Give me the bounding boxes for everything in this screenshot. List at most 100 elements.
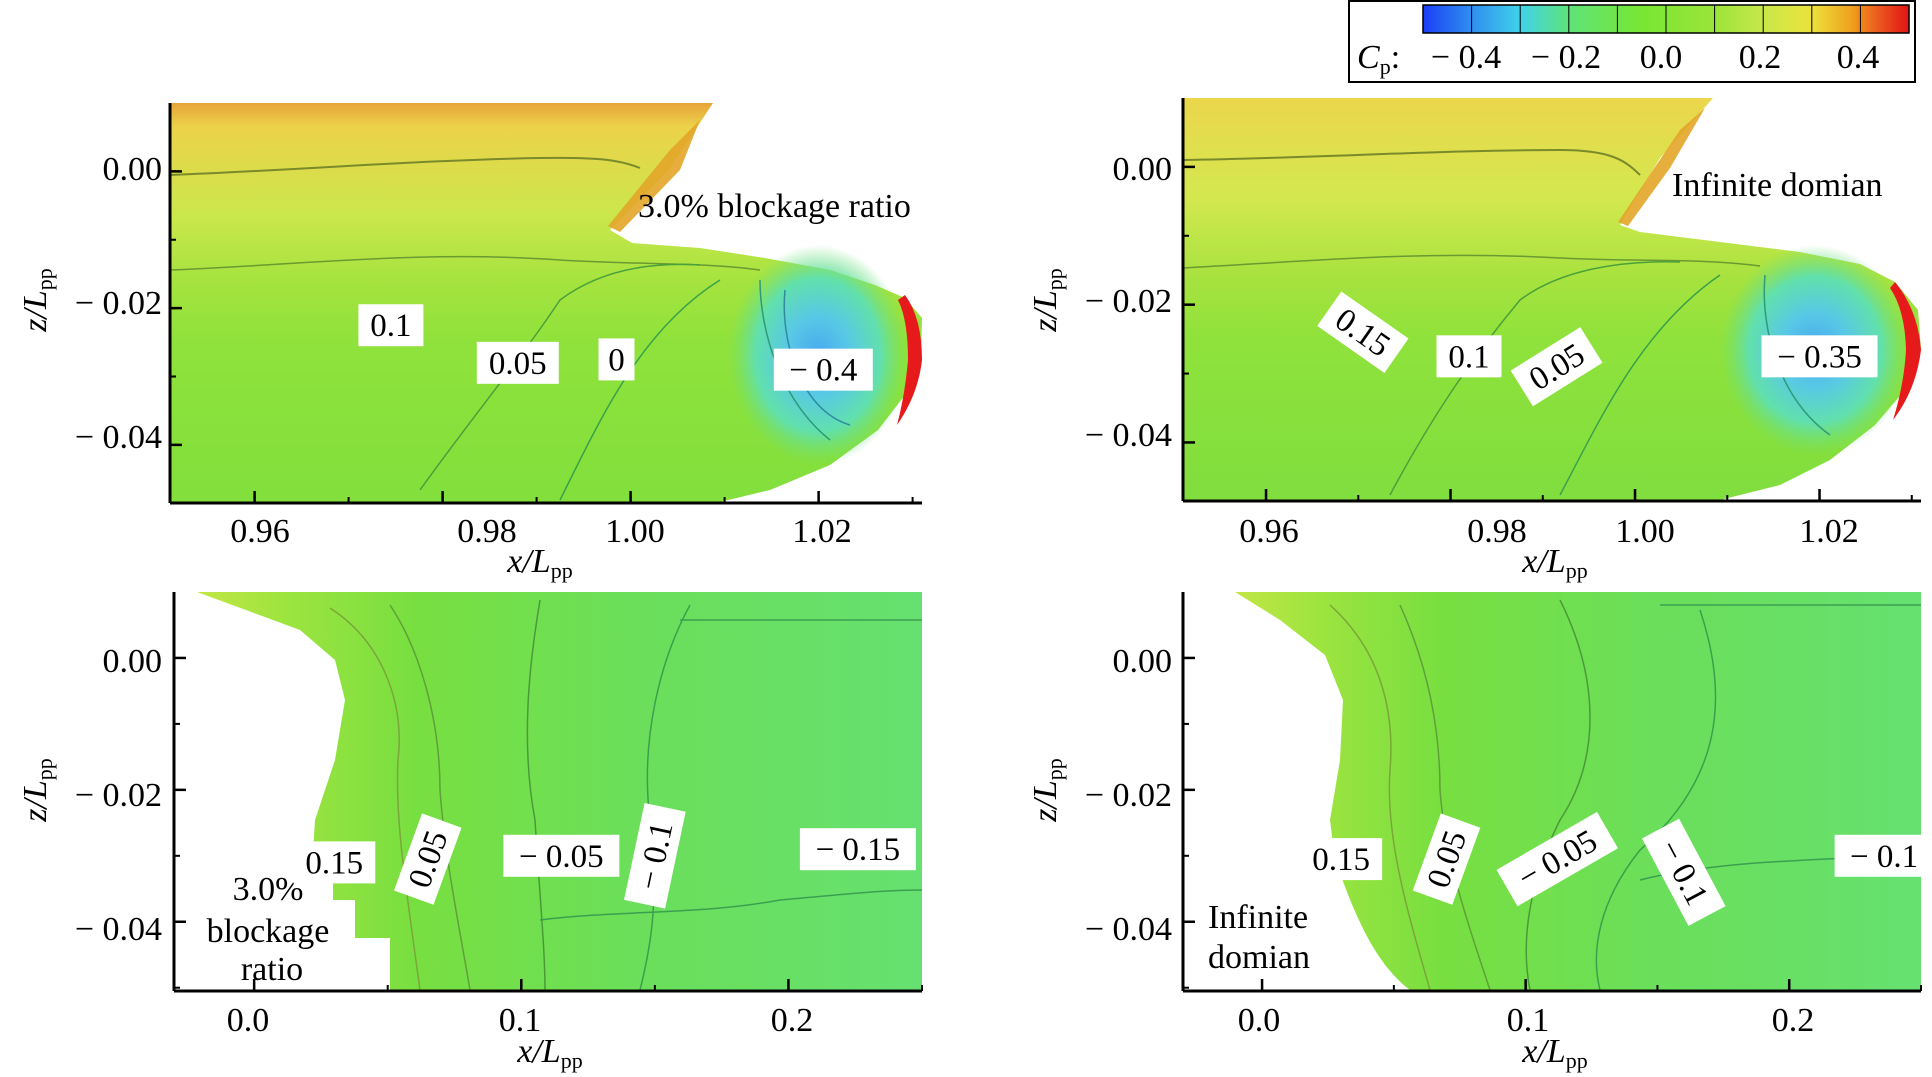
- panel-bottom-right: 0.0 0.1 0.2 0.00 − 0.02 − 0.04 x/Lpp z/L…: [1027, 592, 1932, 1073]
- contour-label-box: [1510, 327, 1603, 407]
- x-tick-label: 1.02: [792, 513, 852, 550]
- contour-label: − 0.4: [773, 348, 873, 391]
- colorbar-tick: − 0.2: [1531, 39, 1601, 76]
- contour-label-box: [1642, 818, 1726, 926]
- y-tick-label: − 0.04: [75, 911, 162, 948]
- panel-top-right: 0.96 0.98 1.00 1.02 0.00 − 0.02 − 0.04 x…: [1027, 98, 1921, 583]
- y-tick-label: 0.00: [1113, 151, 1173, 188]
- x-tick-label: 0.0: [227, 1002, 270, 1039]
- x-tick-label: 1.02: [1799, 513, 1859, 550]
- contour-label-text: 0.1: [370, 308, 411, 344]
- y-tick-label: 0.00: [1113, 643, 1173, 680]
- contour-label: 0.05: [476, 341, 559, 384]
- contour-label: 0.1: [358, 304, 424, 347]
- contour-label: 0.1: [1436, 335, 1502, 378]
- contour-label-box: [1761, 335, 1878, 378]
- contour-label: 0.15: [293, 841, 376, 884]
- contour-label: − 0.1: [1834, 834, 1932, 877]
- contour-label: − 0.35: [1761, 335, 1878, 378]
- contour-label-box: [1412, 813, 1481, 905]
- y-tick-label: − 0.04: [1085, 417, 1172, 454]
- x-tick-label: 0.98: [1467, 513, 1527, 550]
- contour-label-text: 0.1: [1448, 339, 1489, 375]
- contour-label-box: [293, 841, 376, 884]
- y-tick-label: − 0.02: [75, 777, 162, 814]
- contour-line: [1525, 599, 1591, 991]
- contour-line: [1389, 261, 1681, 496]
- x-tick-label: 0.2: [771, 1002, 814, 1039]
- x-axis-label: x/Lpp: [1521, 1033, 1587, 1073]
- colorbar-tick: 0.4: [1837, 39, 1880, 76]
- axis-ticks: [1183, 656, 1922, 991]
- axis-ticks: [170, 170, 914, 503]
- wake-cp-field: [197, 592, 922, 990]
- contour-line: [419, 263, 701, 491]
- contour-labels: 0.15 0.1 0.05− 0.35: [1317, 291, 1878, 407]
- panel-annotation: 3.0% blockage ratio: [638, 188, 911, 225]
- contour-label: 0: [598, 338, 635, 381]
- panel-bottom-left: 0.0 0.1 0.2 0.00 − 0.02 − 0.04 x/Lpp z/L…: [17, 592, 923, 1073]
- contour-label-box: [773, 348, 873, 391]
- contour-line: [526, 599, 546, 991]
- contour-labels: 0.15 0.05− 0.05− 0.1− 0.15: [293, 803, 916, 909]
- x-tick-label: 0.98: [457, 513, 517, 550]
- stern-wedge-contour: [1618, 108, 1705, 226]
- panel-annotation: Infinite domian: [1672, 167, 1883, 204]
- contour-line: [539, 889, 923, 921]
- y-axis-label: z/Lpp: [17, 758, 57, 823]
- x-axis-label: x/Lpp: [516, 1033, 582, 1073]
- contour-label-text: − 0.4: [789, 353, 857, 389]
- stagnation-zone: [1890, 282, 1921, 420]
- contour-label-box: [1834, 834, 1932, 877]
- contour-label-text: − 0.15: [816, 832, 901, 868]
- contour-label: 0.15: [1300, 838, 1383, 881]
- panel-top-left: 0.96 0.98 1.00 1.02 0.00 − 0.02 − 0.04 x…: [17, 103, 922, 583]
- contour-label-box: [799, 828, 916, 871]
- contour-label-box: [358, 304, 424, 347]
- colorbar-tick: − 0.4: [1431, 39, 1501, 76]
- contour-label-box: [1300, 838, 1383, 881]
- contour-line: [1182, 148, 1641, 176]
- x-tick-label: 0.2: [1772, 1002, 1815, 1039]
- colorbar-tick: 0.0: [1640, 39, 1683, 76]
- contour-label: − 0.05: [503, 834, 620, 877]
- contour-label-text: − 0.35: [1777, 339, 1862, 375]
- stagnation-zone: [897, 295, 922, 425]
- contour-labels: 0.15 0.05− 0.05− 0.1− 0.1: [1300, 811, 1932, 926]
- contour-line: [1182, 254, 1761, 269]
- axis-ticks: [1183, 165, 1913, 501]
- y-tick-label: 0.00: [103, 151, 163, 188]
- contour-line: [329, 607, 421, 991]
- contour-label-text: − 0.05: [519, 839, 604, 875]
- y-axis-label: z/Lpp: [1027, 758, 1067, 823]
- contour-label-box: [624, 803, 686, 909]
- y-axis-label: z/Lpp: [1027, 268, 1067, 333]
- colorbar-level-lines: [1471, 5, 1861, 33]
- x-axis-label: x/Lpp: [506, 543, 572, 583]
- y-tick-label: − 0.04: [75, 419, 162, 456]
- panel-annotation: Infinite domian: [1208, 899, 1310, 976]
- x-tick-label: 1.00: [1615, 513, 1675, 550]
- contour-line: [1559, 274, 1721, 496]
- colorbar-tick: 0.2: [1739, 39, 1782, 76]
- stern-cp-field: [170, 103, 922, 502]
- contour-label: − 0.1: [624, 803, 686, 909]
- x-tick-label: 0.96: [230, 513, 290, 550]
- wake-cp-field: [1235, 592, 1921, 990]
- contour-line: [1399, 604, 1491, 991]
- x-tick-label: 0.1: [1507, 1002, 1550, 1039]
- contour-label-text: 0.05: [489, 346, 547, 382]
- y-tick-label: 0.00: [103, 643, 163, 680]
- contour-label-box: [1496, 811, 1619, 907]
- panel-annotation: 3.0% blockage ratio: [207, 871, 330, 988]
- y-axis-label: z/Lpp: [17, 268, 57, 333]
- contour-line: [169, 156, 641, 176]
- contour-label: − 0.15: [799, 828, 916, 871]
- y-tick-label: − 0.04: [1085, 911, 1172, 948]
- axis-ticks: [174, 656, 923, 991]
- y-tick-label: − 0.02: [1085, 777, 1172, 814]
- contour-label-box: [503, 834, 620, 877]
- contour-label-text: 0.15: [1312, 842, 1370, 878]
- colorbar-label: Cp:: [1357, 39, 1400, 79]
